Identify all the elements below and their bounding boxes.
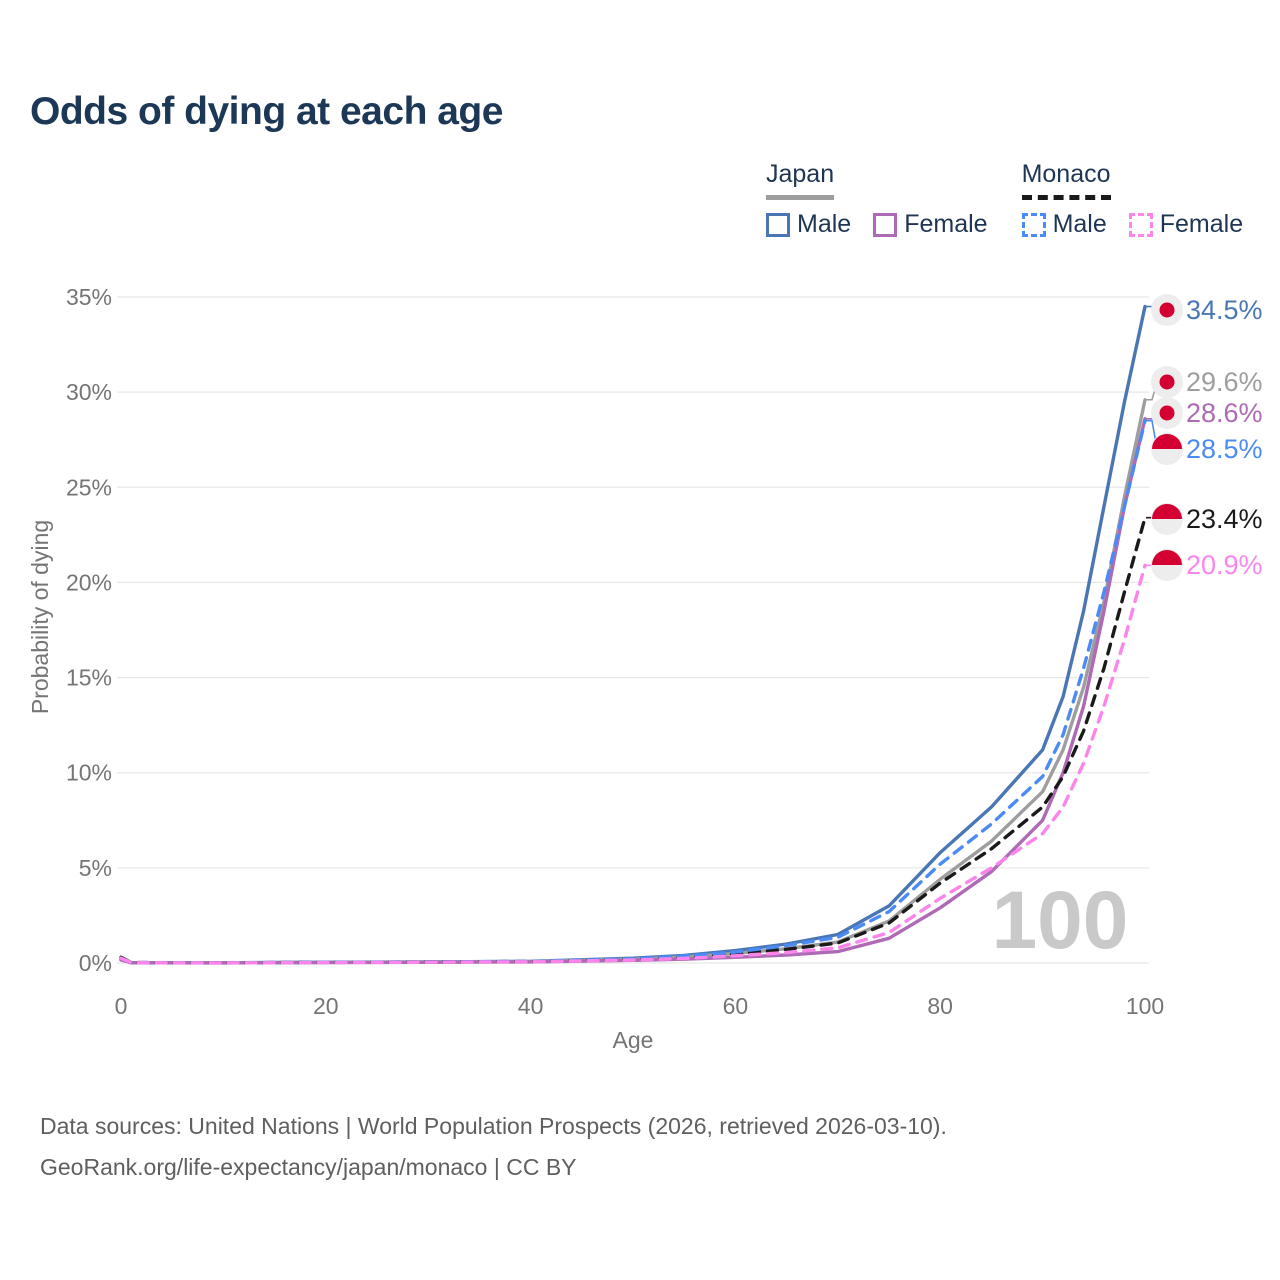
x-axis-title: Age — [613, 1027, 654, 1053]
x-axis-tick-label: 100 — [1126, 993, 1164, 1019]
y-axis-tick-label: 35% — [66, 284, 112, 310]
y-axis-tick-label: 30% — [66, 379, 112, 405]
legend-item-label: Female — [1159, 210, 1244, 238]
japan-flag-sun — [1159, 405, 1175, 421]
series-end-value-label: 28.6% — [1186, 398, 1263, 428]
legend-item-label: Male — [1052, 210, 1107, 238]
legend: Japan Male Female Monaco Male Female — [766, 160, 1243, 239]
japan-female-swatch-icon — [873, 212, 898, 237]
x-axis-tick-label: 40 — [518, 993, 544, 1019]
x-axis-tick-label: 20 — [313, 993, 339, 1019]
legend-item-monaco-female[interactable]: Female — [1128, 210, 1244, 239]
y-axis-tick-label: 25% — [66, 474, 112, 500]
japan-male-swatch-icon — [766, 212, 790, 237]
legend-group-monaco: Monaco Male Female — [1021, 160, 1244, 239]
page-title: Odds of dying at each age — [30, 90, 503, 133]
legend-item-label: Female — [904, 210, 988, 238]
series-line-japan-male[interactable] — [119, 304, 1147, 965]
legend-item-japan-male[interactable]: Male — [766, 210, 851, 239]
y-axis-title: Probability of dying — [27, 520, 53, 714]
footer: Data sources: United Nations | World Pop… — [40, 1106, 947, 1188]
footer-data-sources: Data sources: United Nations | World Pop… — [40, 1113, 947, 1139]
legend-item-japan-female[interactable]: Female — [873, 210, 988, 239]
series-end-value-label: 28.5% — [1186, 434, 1263, 464]
series-end-value-label: 34.5% — [1186, 295, 1263, 325]
y-axis-tick-label: 20% — [66, 569, 112, 595]
footer-attribution[interactable]: GeoRank.org/life-expectancy/japan/monaco… — [40, 1154, 577, 1180]
japan-flag-sun — [1159, 374, 1175, 390]
legend-item-label: Male — [797, 210, 852, 238]
x-axis-tick-label: 60 — [723, 993, 749, 1019]
monaco-female-swatch-icon — [1128, 212, 1153, 237]
y-axis-tick-label: 5% — [79, 855, 112, 881]
series-line-monaco-female[interactable] — [119, 563, 1147, 965]
x-axis-tick-label: 80 — [927, 993, 953, 1019]
series-end-value-label: 23.4% — [1186, 504, 1263, 534]
age-watermark: 100 — [992, 875, 1129, 966]
monaco-flag-red-half — [1152, 550, 1182, 565]
monaco-male-swatch-icon — [1021, 212, 1046, 237]
x-axis-tick-label: 0 — [115, 993, 128, 1019]
monaco-flag-red-half — [1152, 504, 1182, 519]
legend-group-japan: Japan Male Female — [766, 160, 988, 239]
series-end-value-label: 20.9% — [1186, 550, 1263, 580]
y-axis-tick-label: 15% — [66, 665, 112, 691]
y-axis-tick-label: 0% — [79, 950, 112, 976]
legend-item-monaco-male[interactable]: Male — [1021, 210, 1107, 239]
y-axis-tick-label: 10% — [66, 760, 112, 786]
series-end-value-label: 29.6% — [1186, 367, 1263, 397]
legend-monaco-title[interactable]: Monaco — [1021, 160, 1111, 200]
monaco-flag-red-half — [1152, 434, 1182, 449]
legend-japan-title[interactable]: Japan — [766, 160, 835, 200]
japan-flag-sun — [1159, 302, 1175, 318]
